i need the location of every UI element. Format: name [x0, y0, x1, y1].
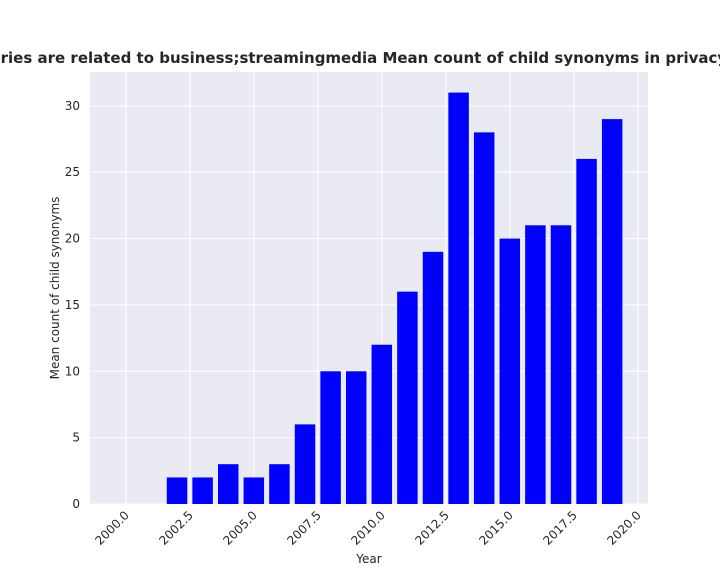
- bar-2009: [345, 371, 367, 504]
- bar-2011: [397, 291, 418, 504]
- bars: [166, 92, 623, 505]
- bar-2003: [192, 477, 213, 504]
- chart-title: Categories are related to business;strea…: [0, 49, 720, 67]
- x-tick-label: 2002.5: [156, 508, 196, 548]
- bar-2007: [294, 424, 316, 504]
- x-tick-labels: 2000.0 2002.5 2005.0 2007.5 2010.0 2012.5 2015…: [92, 508, 644, 548]
- x-tick-label: 2007.5: [284, 508, 324, 548]
- x-tick-label: 2005.0: [220, 508, 260, 548]
- x-axis-label: Year: [355, 552, 381, 566]
- bar-2015: [499, 238, 521, 505]
- x-tick-label: 2015.0: [476, 508, 516, 548]
- y-tick-label: 0: [72, 497, 80, 511]
- y-tick-label: 5: [72, 431, 80, 445]
- y-tick-label: 25: [65, 165, 80, 179]
- bar-2014: [473, 132, 495, 505]
- y-tick-label: 30: [65, 99, 80, 113]
- x-tick-label: 2017.5: [540, 508, 580, 548]
- y-tick-labels: 0 5 10 15 20 25 30: [65, 99, 80, 511]
- bar-2002: [166, 477, 188, 504]
- y-tick-label: 10: [65, 364, 80, 378]
- bar-2017: [550, 225, 572, 504]
- bar-2006: [269, 464, 290, 504]
- bar-2012: [422, 251, 444, 504]
- x-tick-label: 2010.0: [348, 508, 388, 548]
- x-tick-label: 2012.5: [412, 508, 452, 548]
- bar-2019: [601, 119, 623, 504]
- x-tick-label: 2020.0: [604, 508, 644, 548]
- y-axis-label: Mean count of child synonyms: [48, 197, 62, 380]
- bar-2018: [576, 158, 597, 504]
- bar-2016: [525, 225, 546, 504]
- y-tick-label: 15: [65, 298, 80, 312]
- x-tick-label: 2000.0: [92, 508, 132, 548]
- bar-2013: [448, 92, 469, 505]
- y-tick-label: 20: [65, 232, 80, 246]
- bar-2008: [320, 371, 341, 504]
- bar-2004: [217, 464, 239, 504]
- bar-2005: [243, 477, 265, 504]
- bar-2010: [371, 344, 393, 504]
